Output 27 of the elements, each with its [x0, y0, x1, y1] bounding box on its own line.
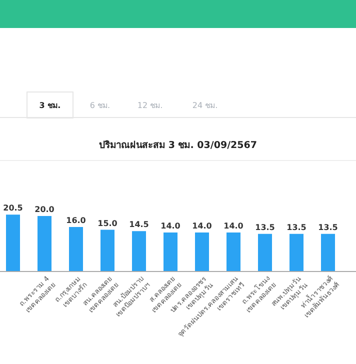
bar	[38, 216, 52, 271]
bar	[321, 234, 335, 271]
data-label: 16.0	[66, 216, 86, 225]
bar	[100, 230, 114, 271]
data-label: 14.0	[192, 222, 212, 230]
text: 6 ชม.	[90, 101, 110, 110]
bar	[132, 231, 146, 271]
data-label: 14.5	[129, 220, 150, 230]
text: 12 ชม.	[137, 101, 163, 110]
text: 24 ชม.	[192, 101, 218, 110]
chart-title: ปริมาณฝนสะสม 3 ชม. 03/09/2567	[99, 139, 257, 151]
bar	[69, 227, 83, 271]
data-label: 20.0	[34, 205, 55, 214]
data-label: 15.0	[98, 218, 118, 228]
bar	[226, 232, 240, 271]
data-label: 13.5	[318, 222, 338, 232]
data-label: 14.0	[224, 222, 244, 230]
data-label: 14.0	[160, 222, 181, 230]
data-label: 13.5	[286, 222, 307, 232]
text: 3 ชม.	[39, 101, 61, 110]
bar	[258, 234, 272, 271]
bar	[6, 214, 20, 271]
data-label: 13.5	[255, 222, 276, 232]
bar	[290, 234, 304, 271]
data-label: 20.5	[3, 204, 24, 213]
bar	[164, 232, 178, 271]
bar	[195, 232, 209, 271]
